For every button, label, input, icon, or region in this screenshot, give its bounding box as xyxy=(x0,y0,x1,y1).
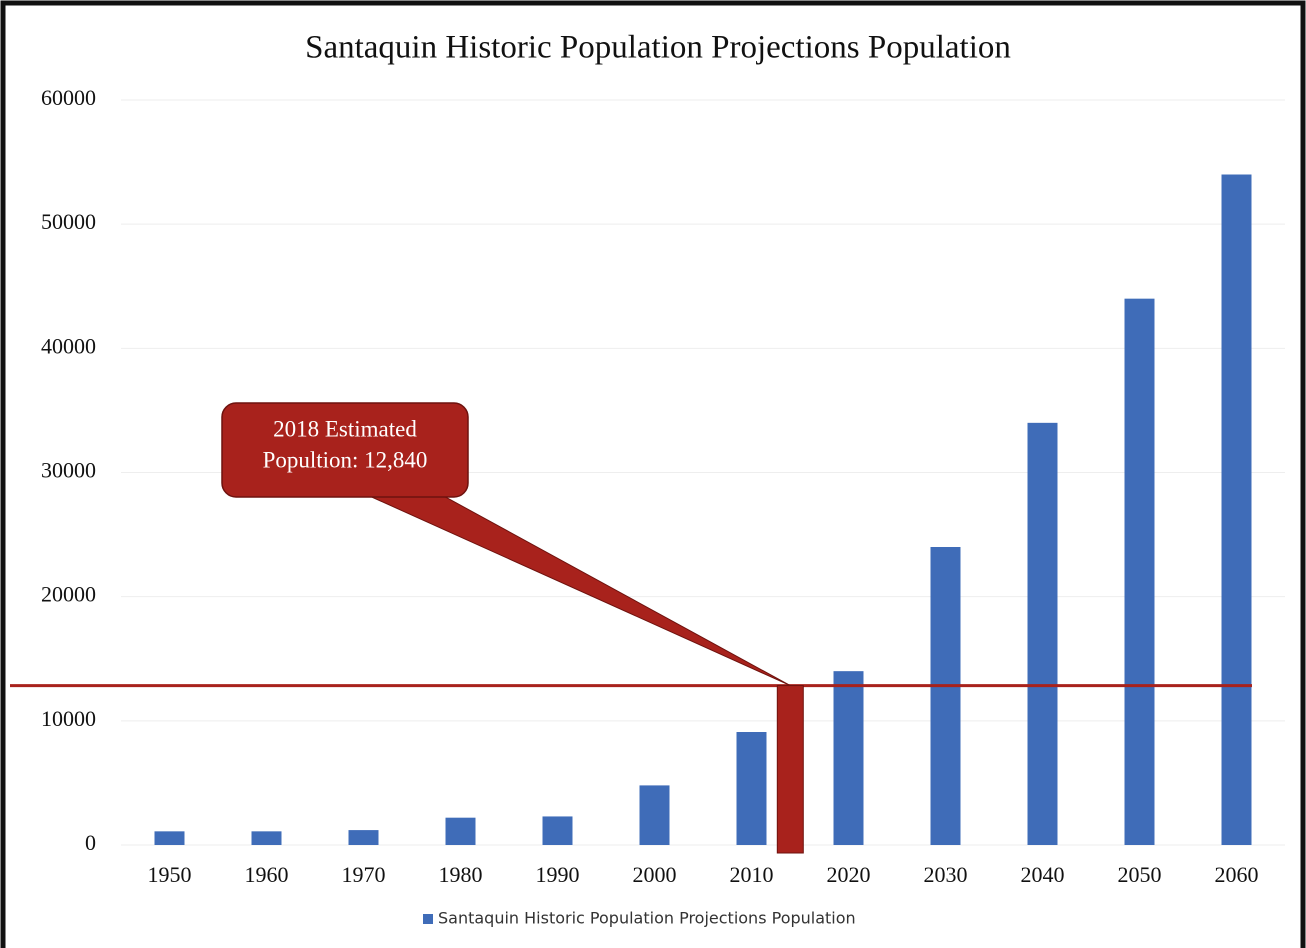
bar xyxy=(542,816,573,845)
bar xyxy=(1124,298,1155,846)
bar xyxy=(833,671,864,845)
x-tick-label: 1960 xyxy=(245,862,289,887)
legend-label: Santaquin Historic Population Projection… xyxy=(438,909,856,928)
x-tick-label: 2040 xyxy=(1021,862,1065,887)
legend-swatch xyxy=(423,914,433,924)
bar xyxy=(736,732,767,845)
chart-title: Santaquin Historic Population Projection… xyxy=(305,30,1011,66)
callout-text: Popultion: 12,840 xyxy=(263,447,428,472)
x-tick-label: 2030 xyxy=(924,862,968,887)
y-tick-label: 50000 xyxy=(41,209,96,234)
y-tick-label: 30000 xyxy=(41,458,96,483)
x-tick-label: 2050 xyxy=(1118,862,1162,887)
y-tick-label: 20000 xyxy=(41,582,96,607)
bar xyxy=(154,831,185,845)
y-tick-label: 40000 xyxy=(41,333,96,358)
callout-box xyxy=(221,402,469,498)
bar xyxy=(251,831,282,845)
bar xyxy=(1221,174,1252,845)
x-tick-label: 1970 xyxy=(342,862,386,887)
y-tick-label: 10000 xyxy=(41,706,96,731)
callout-text: 2018 Estimated xyxy=(273,416,417,441)
y-tick-label: 60000 xyxy=(41,85,96,110)
y-tick-label: 0 xyxy=(85,830,96,855)
x-tick-label: 1980 xyxy=(439,862,483,887)
x-tick-label: 2000 xyxy=(633,862,677,887)
x-tick-label: 1950 xyxy=(148,862,192,887)
bar xyxy=(930,547,961,845)
bar xyxy=(639,785,670,845)
bar xyxy=(348,830,379,845)
x-tick-label: 1990 xyxy=(536,862,580,887)
bar xyxy=(445,817,476,845)
annotation-bar xyxy=(776,685,804,854)
x-tick-label: 2060 xyxy=(1215,862,1259,887)
bar xyxy=(1027,422,1058,845)
x-tick-label: 2020 xyxy=(827,862,871,887)
x-tick-label: 2010 xyxy=(730,862,774,887)
